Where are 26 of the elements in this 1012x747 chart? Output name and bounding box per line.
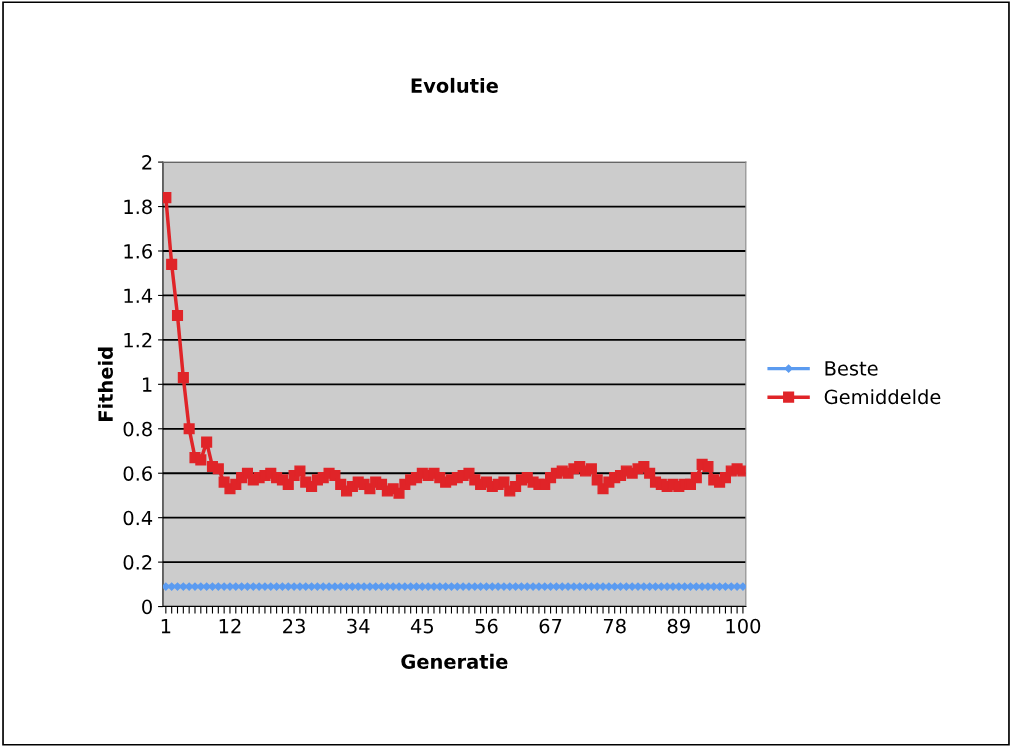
y-tick-label: 0.6	[123, 466, 152, 481]
y-tick-label: 0.8	[123, 421, 152, 437]
y-tick-label: 1.2	[124, 332, 152, 348]
y-tick-label: 1	[142, 377, 152, 392]
y-axis-title: Fitheid	[97, 347, 113, 421]
y-tick-label: 1.8	[124, 199, 152, 215]
x-axis-title: Generatie	[401, 653, 508, 669]
x-tick-label: 45	[410, 618, 433, 634]
x-tick-label: 12	[219, 618, 241, 634]
y-tick-label: 2	[142, 155, 152, 170]
chart-title: Evolutie	[411, 77, 498, 93]
y-tick-label: 0.2	[123, 555, 152, 570]
x-tick-label: 1	[161, 618, 171, 634]
legend-label: Beste	[825, 361, 878, 376]
x-tick-label: 89	[667, 618, 690, 634]
x-tick-label: 100	[726, 618, 761, 634]
legend-label: Gemiddelde	[824, 389, 941, 405]
y-tick-label: 0.4	[123, 510, 153, 526]
y-tick-label: 0	[142, 599, 152, 615]
x-tick-label: 34	[347, 618, 370, 634]
x-tick-label: 67	[539, 618, 562, 634]
y-tick-label: 1.6	[124, 243, 152, 259]
x-tick-label: 23	[283, 618, 305, 634]
x-tick-label: 56	[475, 618, 498, 634]
y-tick-label: 1.4	[124, 288, 153, 303]
x-tick-label: 78	[603, 618, 626, 634]
